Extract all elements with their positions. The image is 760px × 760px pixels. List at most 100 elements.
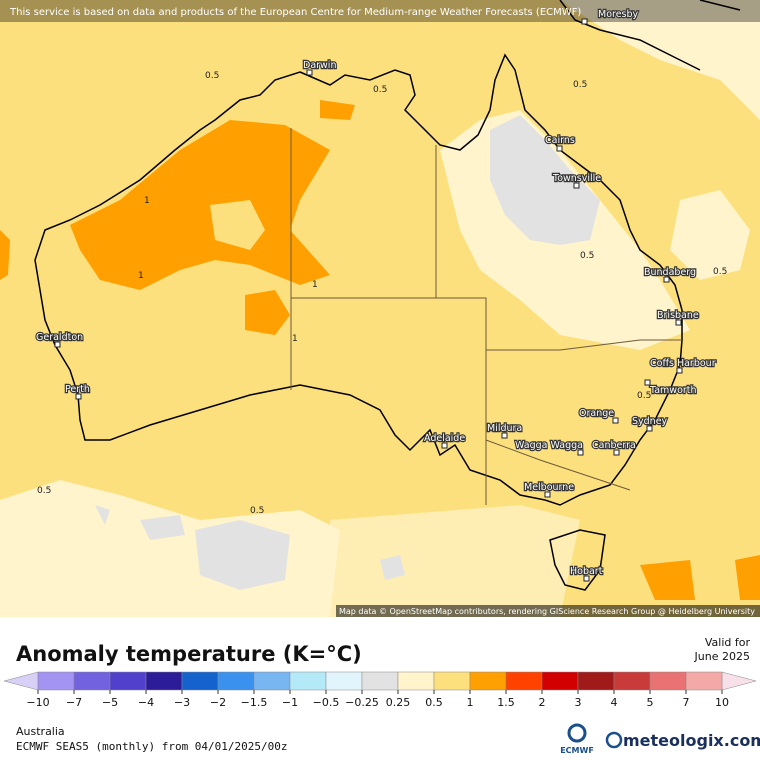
colorbar-tick-label: 7 bbox=[683, 696, 690, 709]
colorbar-segment bbox=[685, 671, 723, 691]
city-label: Perth bbox=[65, 384, 90, 395]
contour-label: 1 bbox=[138, 271, 144, 281]
colorbar-tick-label: −5 bbox=[102, 696, 118, 709]
city-marker bbox=[577, 449, 584, 456]
colorbar-segment bbox=[37, 671, 75, 691]
sea-hole bbox=[210, 200, 265, 250]
city-label: Moresby bbox=[598, 9, 639, 20]
notice-bg bbox=[0, 0, 760, 22]
colorbar-tick-label: −1.5 bbox=[241, 696, 268, 709]
contour-label: 0.5 bbox=[373, 85, 387, 95]
colorbar-segment bbox=[181, 671, 219, 691]
city-label: Coffs Harbour bbox=[650, 358, 716, 369]
city-marker bbox=[54, 341, 61, 348]
city-marker bbox=[646, 425, 653, 432]
colorbar-segment bbox=[217, 671, 255, 691]
city-marker bbox=[612, 417, 619, 424]
ecmwf-icon bbox=[567, 723, 587, 743]
colorbar-segment bbox=[361, 671, 399, 691]
coastline bbox=[34, 53, 683, 506]
city-marker bbox=[644, 379, 651, 386]
colorbar-segment bbox=[433, 671, 471, 691]
notice: This service is based on data and produc… bbox=[9, 7, 581, 18]
colorbar-tick-label: −1 bbox=[282, 696, 298, 709]
state-border bbox=[290, 128, 682, 505]
tasmania bbox=[549, 529, 606, 591]
city-label: Hobart bbox=[570, 566, 603, 577]
city-label: Geraldton bbox=[36, 332, 83, 343]
city-label: Sydney bbox=[632, 416, 668, 427]
city-label: Adelaide bbox=[424, 433, 465, 444]
colorbar-tick-label: −2 bbox=[210, 696, 226, 709]
contour-label: 0.5 bbox=[250, 506, 264, 516]
model: ECMWF SEAS5 (monthly) from 04/01/2025/00… bbox=[16, 740, 288, 753]
grey-region bbox=[490, 115, 600, 245]
city-marker bbox=[75, 393, 82, 400]
colorbar-end bbox=[721, 671, 757, 691]
colorbar-segment bbox=[577, 671, 615, 691]
grey-region bbox=[95, 505, 405, 580]
colorbar-tick-label: 1.5 bbox=[497, 696, 515, 709]
contour-label: 0.5 bbox=[580, 251, 594, 261]
colorbar-segment bbox=[145, 671, 183, 691]
map: This service is based on data and produc… bbox=[0, 0, 760, 617]
grey-region bbox=[195, 520, 290, 590]
orange-region bbox=[70, 120, 330, 290]
city-label: Bundaberg bbox=[644, 267, 696, 278]
contour-label: 1 bbox=[292, 334, 298, 344]
city-label: Brisbane bbox=[657, 310, 699, 321]
city-marker bbox=[581, 18, 588, 25]
colorbar-segment bbox=[397, 671, 435, 691]
colorbar: −10 −7 −5 −4 −3 −2 −1.5 −1 −0.5 −0.25 0.25 0.5 1 1.5 2… bbox=[3, 671, 757, 709]
colorbar-tick-label: −3 bbox=[174, 696, 190, 709]
brand: meteologix.com bbox=[623, 731, 760, 750]
city-label: Cairns bbox=[545, 135, 575, 146]
colorbar-tick-label: −10 bbox=[26, 696, 49, 709]
contour-label: 1 bbox=[312, 280, 318, 290]
city-label: Canberra bbox=[592, 440, 636, 451]
city-label: Tamworth bbox=[649, 385, 697, 396]
colorbar-segment bbox=[289, 671, 327, 691]
city-marker bbox=[613, 449, 620, 456]
region: Australia bbox=[16, 725, 65, 738]
city-marker bbox=[544, 491, 551, 498]
attribution: Map data © OpenStreetMap contributors, r… bbox=[339, 607, 755, 616]
colorbar-segment bbox=[649, 671, 687, 691]
colorbar-segment bbox=[613, 671, 651, 691]
contour-label: 0.5 bbox=[637, 391, 651, 401]
colorbar-end bbox=[3, 671, 39, 691]
city-label: Townsville bbox=[552, 173, 601, 184]
brand-icon bbox=[605, 731, 623, 749]
city-marker bbox=[501, 432, 508, 439]
contour-label: 1 bbox=[144, 196, 150, 206]
city-label: Wagga Wagga bbox=[515, 440, 583, 451]
colorbar-segment bbox=[541, 671, 579, 691]
valid-date: June 2025 bbox=[694, 650, 750, 663]
city-marker bbox=[676, 367, 683, 374]
light-region bbox=[670, 190, 750, 280]
colorbar-tick-label: −0.5 bbox=[313, 696, 340, 709]
city-label: Mildura bbox=[487, 423, 522, 434]
colorbar-tick-label: 3 bbox=[575, 696, 582, 709]
city-marker bbox=[663, 276, 670, 283]
light-region bbox=[560, 0, 760, 120]
city-marker bbox=[573, 182, 580, 189]
contour-label: 0.5 bbox=[573, 80, 587, 90]
colorbar-segment bbox=[109, 671, 147, 691]
attribution-bg bbox=[336, 605, 760, 617]
colorbar-tick-label: 10 bbox=[715, 696, 729, 709]
city-label: Melbourne bbox=[524, 482, 574, 493]
city-label: Darwin bbox=[303, 60, 336, 71]
city-marker bbox=[583, 575, 590, 582]
colorbar-tick-label: −0.25 bbox=[345, 696, 379, 709]
colorbar-tick-label: 5 bbox=[647, 696, 654, 709]
legend-title: Anomaly temperature (K=°C) bbox=[16, 642, 362, 666]
colorbar-tick-label: 2 bbox=[539, 696, 546, 709]
city-marker bbox=[441, 442, 448, 449]
colorbar-segment bbox=[469, 671, 507, 691]
colorbar-tick-label: 4 bbox=[611, 696, 618, 709]
colorbar-segment bbox=[505, 671, 543, 691]
contour-labels: 0.5 0.5 0.5 0.5 0.5 0.5 0.5 0.5 1 1 1 1 bbox=[37, 71, 727, 516]
colorbar-tick-label: 1 bbox=[467, 696, 474, 709]
cities: Moresby Darwin Cairns Townsville Bundabe… bbox=[35, 8, 717, 582]
